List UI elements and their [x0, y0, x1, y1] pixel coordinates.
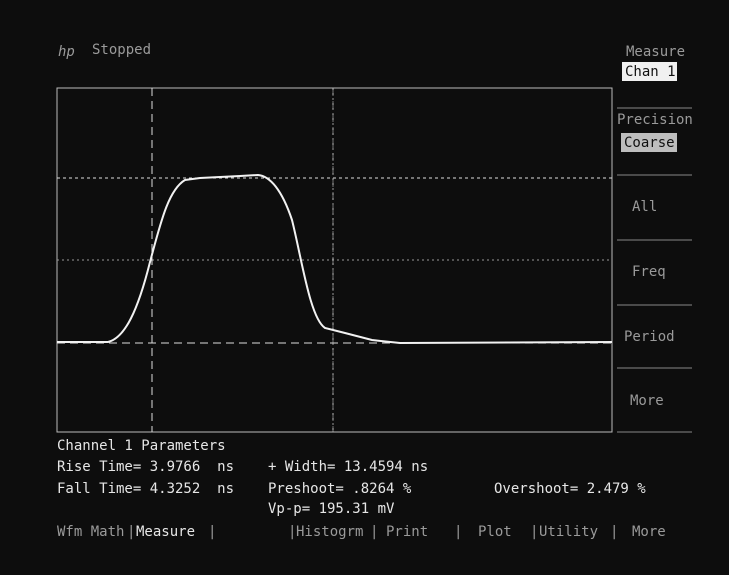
menu-separator: | [127, 524, 135, 540]
softkey-label[interactable]: Precision [617, 112, 693, 128]
menu-item[interactable]: More [632, 524, 666, 540]
menu-item[interactable]: Wfm Math [57, 524, 124, 540]
overshoot: Overshoot= 2.479 % [494, 481, 646, 497]
softkey-label[interactable]: More [630, 393, 664, 409]
fall-time: Fall Time= 4.3252 ns [57, 481, 234, 497]
menu-item[interactable]: Measure [136, 524, 195, 540]
menu-separator: | [208, 524, 216, 540]
softkey-separators [617, 107, 692, 433]
menu-separator: | [530, 524, 538, 540]
menu-item[interactable]: Plot [478, 524, 512, 540]
logo: hp [58, 44, 75, 60]
softkey-label[interactable]: Measure [626, 44, 685, 60]
preshoot: Preshoot= .8264 % [268, 481, 412, 497]
menu-separator: | [288, 524, 296, 540]
vpp: Vp-p= 195.31 mV [268, 501, 395, 517]
softkey-value[interactable]: Coarse [624, 135, 675, 151]
menu-separator: | [370, 524, 378, 540]
menu-item[interactable]: Print [386, 524, 428, 540]
width: + Width= 13.4594 ns [268, 459, 428, 475]
graticule [56, 87, 613, 433]
softkey-label[interactable]: All [632, 199, 657, 215]
menu-item[interactable]: Utility [539, 524, 598, 540]
softkey-label[interactable]: Freq [632, 264, 666, 280]
menu-item[interactable]: Histogrm [296, 524, 363, 540]
rise-time: Rise Time= 3.9766 ns [57, 459, 234, 475]
menu-separator: | [454, 524, 462, 540]
menu-separator: | [610, 524, 618, 540]
softkey-highlight [621, 133, 677, 152]
status: Stopped [92, 42, 151, 58]
softkey-highlight [622, 62, 677, 81]
softkey-value[interactable]: Chan 1 [625, 64, 676, 80]
softkey-label[interactable]: Period [624, 329, 675, 345]
waveform [57, 173, 613, 345]
parameters-title: Channel 1 Parameters [57, 438, 226, 454]
